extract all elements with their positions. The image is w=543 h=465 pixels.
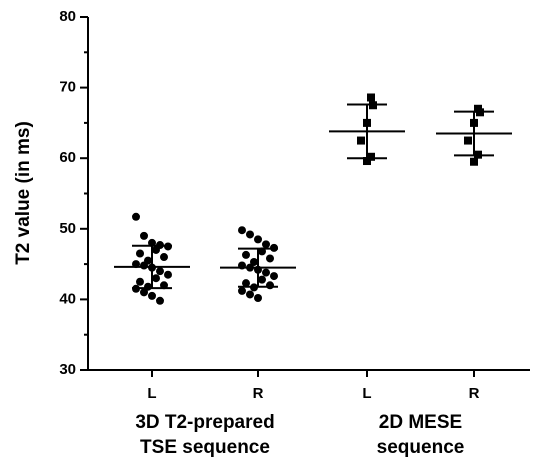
data-point xyxy=(164,270,172,279)
data-point xyxy=(156,267,164,276)
group-label: sequence xyxy=(377,437,465,458)
data-point xyxy=(136,277,144,286)
x-tick-label: L xyxy=(147,385,156,402)
data-point xyxy=(238,226,246,235)
x-tick-label: R xyxy=(253,385,264,402)
data-point xyxy=(152,245,160,254)
y-tick-label: 50 xyxy=(59,220,76,237)
group-label: 3D T2-prepared xyxy=(135,412,274,433)
sd-bar xyxy=(454,110,494,157)
data-point xyxy=(363,157,371,166)
data-point xyxy=(132,212,140,221)
data-point xyxy=(270,272,278,281)
data-point xyxy=(470,157,478,166)
data-point xyxy=(250,257,258,266)
data-point xyxy=(242,250,250,259)
data-point xyxy=(266,254,274,263)
y-tick-label: 40 xyxy=(59,290,76,307)
y-tick-label: 70 xyxy=(59,79,76,96)
data-point xyxy=(140,231,148,240)
x-tick-label: R xyxy=(469,385,480,402)
data-point xyxy=(367,93,375,102)
data-point xyxy=(140,261,148,270)
y-tick-label: 80 xyxy=(59,8,76,25)
data-point xyxy=(246,230,254,239)
data-point xyxy=(262,268,270,277)
data-point xyxy=(254,235,262,244)
y-tick-label: 60 xyxy=(59,149,76,166)
data-point xyxy=(464,136,472,145)
sd-bar xyxy=(238,247,278,288)
data-point xyxy=(140,288,148,297)
data-point xyxy=(156,296,164,305)
data-point xyxy=(152,274,160,283)
data-point xyxy=(238,286,246,295)
data-point xyxy=(246,290,254,299)
sd-bar xyxy=(132,244,172,290)
data-point xyxy=(262,240,270,249)
data-point xyxy=(136,249,144,258)
data-point xyxy=(357,136,365,145)
data-point xyxy=(148,291,156,300)
data-point xyxy=(258,275,266,284)
sd-bar xyxy=(347,103,387,160)
data-point xyxy=(266,281,274,290)
data-point xyxy=(254,293,262,302)
y-axis-label: T2 value (in ms) xyxy=(13,121,34,265)
group-label: TSE sequence xyxy=(140,437,270,458)
group-label: 2D MESE xyxy=(379,412,462,433)
data-point xyxy=(160,253,168,262)
x-tick-label: L xyxy=(362,385,371,402)
data-point xyxy=(367,152,375,161)
y-tick-label: 30 xyxy=(59,361,76,378)
data-point xyxy=(242,279,250,288)
